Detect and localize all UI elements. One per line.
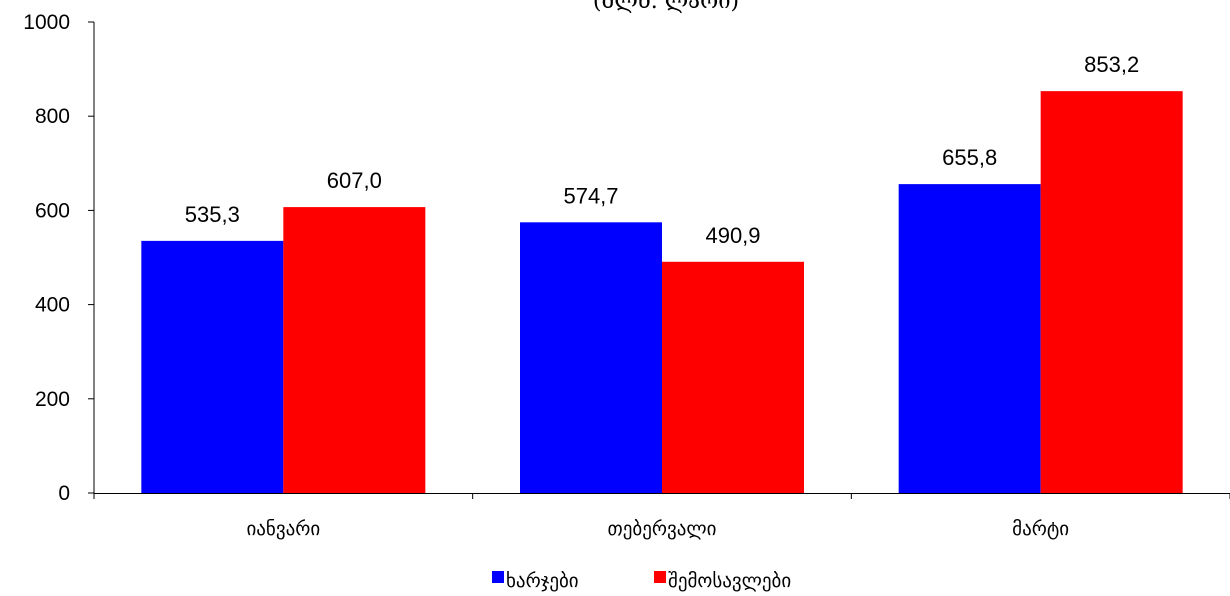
data-label: 655,8 — [942, 145, 997, 170]
y-tick-label: 400 — [35, 294, 70, 317]
legend-swatch — [492, 571, 504, 583]
labels-layer: 535,3 607,0 574,7 490,9 655,8 853,2 — [185, 52, 1139, 248]
bar-revenues-3 — [1040, 91, 1183, 494]
y-tick-label: 0 — [58, 482, 70, 505]
bar-revenues-1 — [283, 207, 426, 493]
data-label: 574,7 — [563, 183, 618, 208]
y-tick-label: 800 — [35, 105, 70, 128]
x-category-label: მარტი — [1012, 518, 1069, 540]
axes-layer: 0 200 400 600 800 1000 იანვარი თებერვალი მარტი — [23, 11, 1230, 540]
legend-label: ხარჯები — [506, 570, 579, 592]
bars-layer — [141, 91, 1183, 494]
chart-subtitle: (მლნ. ლარი) — [593, 0, 739, 14]
data-label: 490,9 — [705, 223, 760, 248]
bar-expenses-1 — [141, 240, 284, 493]
data-label: 853,2 — [1084, 52, 1139, 77]
legend-label: შემოსავლები — [668, 570, 791, 592]
y-tick-label: 200 — [35, 388, 70, 411]
y-tick-label: 1000 — [23, 11, 70, 34]
legend: ხარჯები შემოსავლები — [492, 570, 791, 592]
data-label: 535,3 — [185, 202, 240, 227]
bar-expenses-3 — [898, 184, 1041, 493]
bar-expenses-2 — [520, 222, 662, 494]
y-tick-label: 600 — [35, 199, 70, 222]
bar-revenues-2 — [662, 261, 804, 493]
x-category-label: იანვარი — [246, 518, 320, 540]
data-label: 607,0 — [327, 168, 382, 193]
x-category-label: თებერვალი — [608, 518, 717, 540]
legend-swatch — [654, 571, 666, 583]
